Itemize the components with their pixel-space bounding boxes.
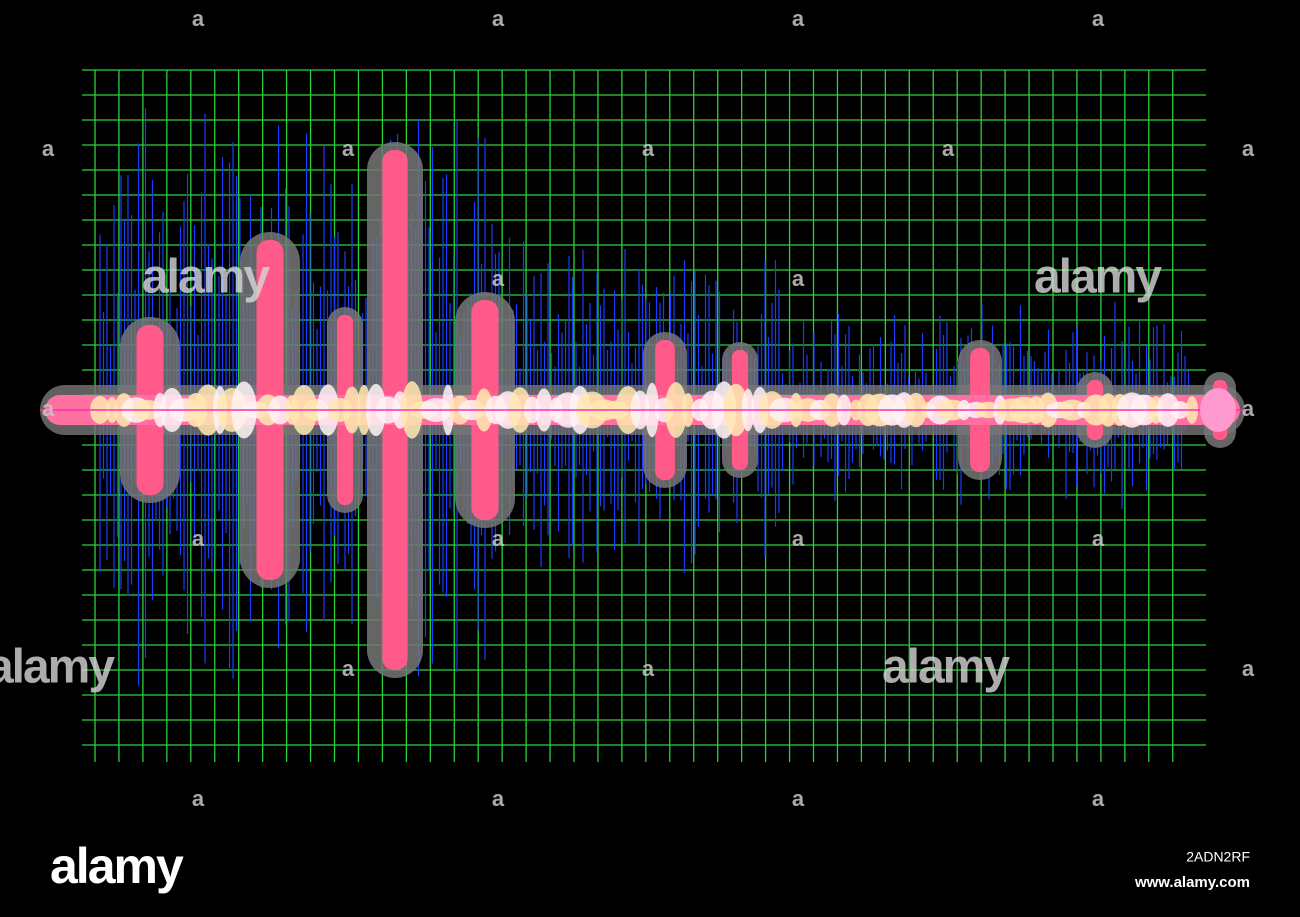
watermark-small: a [1092,786,1105,811]
footer-bar [0,830,1300,917]
watermark-small: a [792,526,805,551]
watermark-small: a [642,656,655,681]
watermark-large: alamy [1034,251,1162,304]
watermark-small: a [342,656,355,681]
waveform [40,108,1245,686]
watermark-small: a [792,266,805,291]
watermark-small: a [792,786,805,811]
watermark-small: a [492,526,505,551]
watermark-small: a [192,786,205,811]
watermark-small: a [1092,6,1105,31]
image-id: 2ADN2RF [1186,849,1250,865]
watermark-small: a [1242,136,1255,161]
footer-logo: alamy [50,838,184,894]
watermark-large: alamy [882,641,1010,694]
watermark-small: a [492,6,505,31]
watermark-small: a [1242,656,1255,681]
watermark-small: a [1242,396,1255,421]
watermark-small: a [942,136,955,161]
watermark-small: a [192,6,205,31]
watermark-small: a [42,396,55,421]
site-url: www.alamy.com [1134,874,1250,891]
watermark-large: alamy [0,641,115,694]
watermark-small: a [1092,526,1105,551]
watermarks: a a a a a a a a a a a a a a a a a a a a a a a a alamy alamy alamy a… [0,6,1255,811]
watermark-small: a [492,266,505,291]
watermark-large: alamy [142,251,270,304]
watermark-small: a [642,136,655,161]
watermark-small: a [492,786,505,811]
wave-end [1200,388,1236,432]
watermark-small: a [792,6,805,31]
watermark-small: a [42,136,55,161]
watermark-small: a [342,136,355,161]
watermark-small: a [192,526,205,551]
